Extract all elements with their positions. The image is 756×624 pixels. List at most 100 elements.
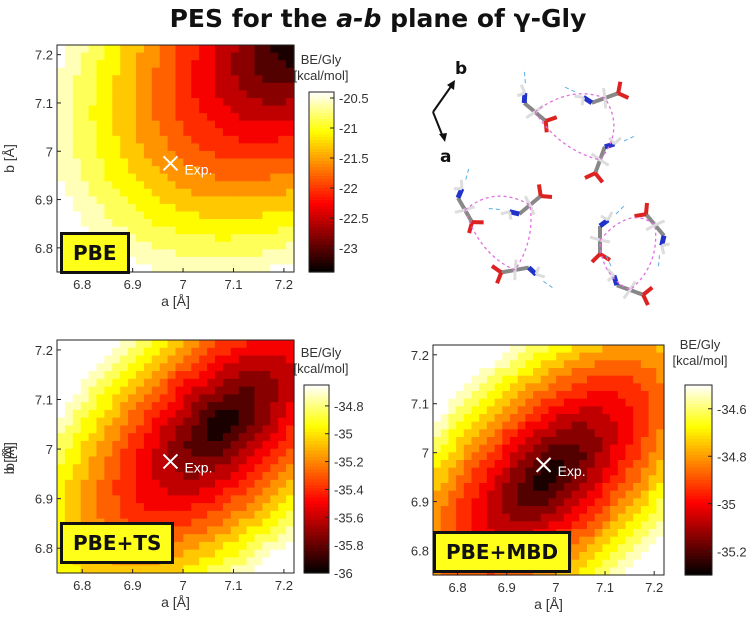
heatmap-cell [120, 105, 129, 114]
heatmap-cell [175, 113, 184, 122]
heatmap-cell [222, 355, 232, 364]
heatmap-cell [625, 352, 634, 361]
heatmap-cell [167, 386, 177, 395]
heatmap-cell [540, 360, 550, 369]
heatmap-cell [104, 105, 113, 114]
heatmap-cell [286, 371, 295, 380]
heatmap-cell [494, 352, 503, 361]
colorbar-segment [685, 492, 712, 497]
heatmap-cell [262, 211, 271, 220]
heatmap-cell [270, 226, 279, 235]
heatmap-cell [656, 490, 665, 499]
heatmap-cell [64, 211, 74, 220]
heatmap-cell [238, 97, 248, 107]
heatmap-cell [563, 460, 573, 469]
heatmap-cell [517, 452, 526, 461]
heatmap-cell [463, 368, 473, 377]
heatmap-cell [286, 219, 295, 228]
heatmap-cell [486, 352, 496, 361]
heatmap-cell [238, 503, 248, 512]
heatmap-cell [254, 534, 263, 543]
y-tick-label: 7.2 [411, 348, 429, 363]
heatmap-cell [517, 398, 526, 407]
heatmap-cell [128, 472, 137, 481]
heatmap-cell [96, 425, 105, 434]
heatmap-cell [278, 166, 287, 175]
heatmap-cell [199, 378, 208, 388]
colorbar-segment [304, 544, 329, 549]
heatmap-cell [159, 386, 169, 395]
heatmap-cell [571, 391, 580, 400]
heatmap-cell [199, 120, 208, 129]
heatmap-cell [479, 437, 488, 446]
heatmap-cell [112, 510, 121, 520]
heatmap-cell [183, 97, 192, 107]
heatmap-cell [112, 181, 121, 190]
heatmap-cell [633, 506, 642, 515]
heatmap-cell [610, 559, 619, 568]
heatmap-cell [286, 60, 295, 69]
heatmap-cell [222, 526, 232, 535]
colorbar-segment [304, 394, 329, 399]
exp-marker-label: Exp. [558, 463, 586, 479]
heatmap-cell [270, 45, 279, 54]
heatmap-cell [128, 510, 137, 520]
heatmap-cell [471, 475, 480, 484]
heatmap-cell [594, 345, 603, 354]
heatmap-cell [594, 483, 603, 492]
heatmap-cell [88, 173, 98, 182]
pes-panel-pbe-ts: 6.8 6.9 7 7.1 7.26.86.977.17.2a [Å]b [Å] Exp.… [1, 339, 364, 610]
heatmap-cell [494, 490, 503, 499]
heatmap-cell [167, 402, 177, 411]
heatmap-cell [175, 479, 184, 489]
heatmap-cell [222, 440, 232, 450]
heatmap-cell [104, 371, 113, 380]
heatmap-cell [207, 549, 216, 559]
heatmap-cell [143, 425, 153, 434]
heatmap-cell [270, 378, 279, 388]
glycine-molecule [584, 134, 637, 184]
heatmap-cell [159, 249, 169, 258]
heatmap-cell [556, 460, 565, 469]
heatmap-cell [96, 510, 105, 520]
heatmap-cell [104, 143, 113, 152]
heatmap-cell [96, 97, 105, 107]
heatmap-cell [625, 559, 634, 568]
heatmap-cell [270, 464, 279, 473]
heatmap-cell [286, 90, 295, 99]
heatmap-cell [222, 234, 232, 243]
heatmap-cell [640, 490, 650, 499]
heatmap-cell [207, 211, 216, 220]
heatmap-cell [563, 429, 573, 438]
heatmap-cell [183, 557, 192, 566]
heatmap-cell [640, 513, 650, 522]
heatmap-cell [128, 487, 137, 496]
heatmap-cell [183, 128, 192, 137]
heatmap-cell [80, 378, 90, 388]
heatmap-cell [254, 355, 263, 364]
heatmap-cell [230, 188, 240, 197]
heatmap-cell [64, 456, 74, 465]
heatmap-cell [72, 495, 82, 504]
heatmap-cell [88, 143, 98, 152]
heatmap-cell [191, 472, 200, 481]
heatmap-cell [104, 150, 113, 160]
heatmap-cell [238, 565, 248, 574]
heatmap-cell [80, 150, 90, 160]
heatmap-cell [278, 472, 287, 481]
colorbar-segment [685, 537, 712, 541]
heatmap-cell [579, 352, 588, 361]
heatmap-cell [625, 483, 634, 492]
heatmap-cell [120, 386, 129, 395]
heatmap-cell [207, 82, 216, 91]
heatmap-cell [270, 234, 279, 243]
heatmap-cell [262, 128, 271, 137]
heatmap-cell [230, 90, 240, 99]
heatmap-cell [238, 226, 248, 235]
heatmap-cell [494, 406, 503, 415]
colorbar-segment [309, 236, 334, 240]
heatmap-cell [246, 52, 256, 61]
heatmap-cell [602, 444, 611, 453]
heatmap-cell [254, 402, 263, 411]
heatmap-cell [159, 371, 169, 380]
